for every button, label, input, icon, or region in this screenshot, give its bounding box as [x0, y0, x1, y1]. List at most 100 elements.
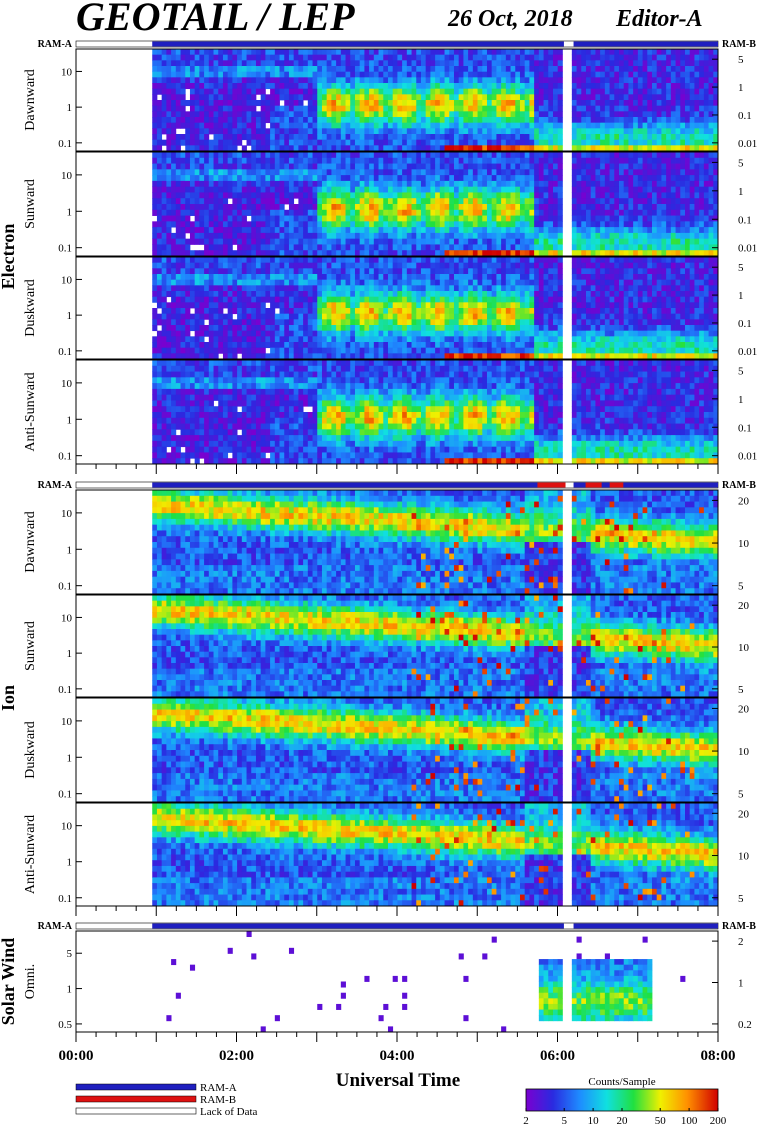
spectrogram-cell	[430, 117, 436, 124]
spectrogram-cell	[496, 232, 502, 240]
spectrogram-cell	[180, 262, 186, 269]
spectrogram-cell	[336, 111, 342, 118]
spectrogram-cell	[279, 336, 285, 343]
spectrogram-cell	[557, 83, 563, 90]
spectrogram-cell	[453, 134, 460, 141]
spectrogram-cell	[312, 175, 318, 182]
spectrogram-cell	[298, 313, 304, 320]
spectrogram-cell	[199, 66, 205, 73]
spectrogram-cell	[585, 117, 592, 124]
spectrogram-cell	[661, 66, 667, 73]
spectrogram-cell	[496, 54, 502, 61]
spectrogram-cell	[222, 66, 229, 73]
spectrogram-cell	[336, 139, 342, 146]
spectrogram-cell	[435, 128, 441, 135]
spectrogram-cell	[303, 204, 309, 211]
spectrogram-cell	[571, 145, 577, 152]
spectrogram-cell	[425, 94, 431, 101]
spectrogram-cell	[703, 250, 709, 257]
spectrogram-cell	[288, 342, 295, 349]
spectrogram-cell	[303, 88, 309, 95]
spectrogram-cell	[364, 54, 370, 61]
spectrogram-cell	[345, 83, 351, 90]
spectrogram-cell	[468, 215, 474, 222]
spectrogram-cell	[270, 347, 276, 354]
spectrogram-cell	[463, 169, 469, 176]
spectrogram-cell	[317, 227, 323, 234]
spectrogram-cell	[156, 180, 163, 188]
spectrogram-cell	[609, 244, 615, 251]
spectrogram-cell	[241, 169, 247, 176]
spectrogram-cell	[670, 100, 676, 107]
spectrogram-cell	[378, 111, 384, 118]
spectrogram-cell	[293, 209, 299, 216]
spectrogram-cell	[354, 169, 361, 176]
spectrogram-cell	[675, 163, 681, 170]
spectrogram-cell	[614, 175, 620, 182]
spectrogram-cell	[449, 238, 455, 245]
spectrogram-cell	[534, 227, 540, 234]
spectrogram-cell	[246, 232, 252, 240]
spectrogram-cell	[543, 157, 549, 164]
spectrogram-cell	[392, 232, 398, 240]
spectrogram-cell	[496, 128, 502, 135]
spectrogram-cell	[317, 83, 323, 90]
spectrogram-cell	[274, 347, 280, 354]
spectrogram-cell	[571, 227, 577, 234]
spectrogram-cell	[557, 169, 563, 176]
spectrogram-cell	[543, 180, 549, 188]
spectrogram-cell	[208, 71, 214, 78]
spectrogram-cell	[189, 49, 196, 56]
spectrogram-cell	[435, 66, 441, 73]
spectrogram-cell	[307, 122, 313, 129]
spectrogram-cell	[166, 134, 172, 141]
spectrogram-cell	[482, 198, 488, 205]
spectrogram-cell	[161, 353, 167, 360]
spectrogram-cell	[618, 192, 625, 199]
spectrogram-cell	[260, 145, 266, 152]
spectrogram-cell	[161, 186, 167, 193]
spectrogram-cell	[373, 186, 379, 193]
spectrogram-cell	[529, 117, 535, 124]
spectrogram-cell	[689, 83, 695, 90]
spectrogram-cell	[623, 198, 629, 205]
spectrogram-cell	[288, 134, 295, 141]
spectrogram-cell	[694, 117, 700, 124]
spectrogram-cell	[241, 353, 247, 360]
spectrogram-cell	[548, 152, 554, 159]
spectrogram-cell	[194, 204, 200, 211]
spectrogram-cell	[439, 83, 445, 90]
spectrogram-cell	[251, 209, 257, 216]
spectrogram-cell	[548, 100, 554, 107]
spectrogram-cell	[270, 83, 276, 90]
spectrogram-cell	[548, 105, 554, 112]
spectrogram-cell	[623, 157, 629, 164]
spectrogram-cell	[453, 77, 460, 84]
spectrogram-cell	[364, 232, 370, 240]
spectrogram-cell	[274, 285, 280, 292]
spectrogram-cell	[298, 134, 304, 141]
spectrogram-cell	[552, 134, 559, 141]
spectrogram-cell	[279, 128, 285, 135]
spectrogram-cell	[288, 175, 295, 182]
spectrogram-cell	[152, 117, 158, 124]
spectrogram-cell	[298, 49, 304, 56]
spectrogram-cell	[152, 296, 158, 303]
spectrogram-cell	[171, 268, 177, 275]
spectrogram-cell	[241, 250, 247, 257]
spectrogram-cell	[472, 88, 478, 95]
spectrogram-cell	[449, 88, 455, 95]
spectrogram-cell	[590, 204, 596, 211]
spectrogram-cell	[156, 215, 163, 222]
spectrogram-cell	[548, 54, 554, 61]
spectrogram-cell	[175, 262, 181, 269]
spectrogram-cell	[552, 209, 559, 216]
spectrogram-cell	[345, 285, 351, 292]
spectrogram-cell	[369, 180, 375, 188]
spectrogram-cell	[199, 330, 205, 337]
spectrogram-cell	[661, 180, 667, 188]
spectrogram-cell	[171, 128, 177, 135]
spectrogram-cell	[524, 117, 530, 124]
spectrogram-cell	[383, 209, 389, 216]
spectrogram-cell	[298, 238, 304, 245]
